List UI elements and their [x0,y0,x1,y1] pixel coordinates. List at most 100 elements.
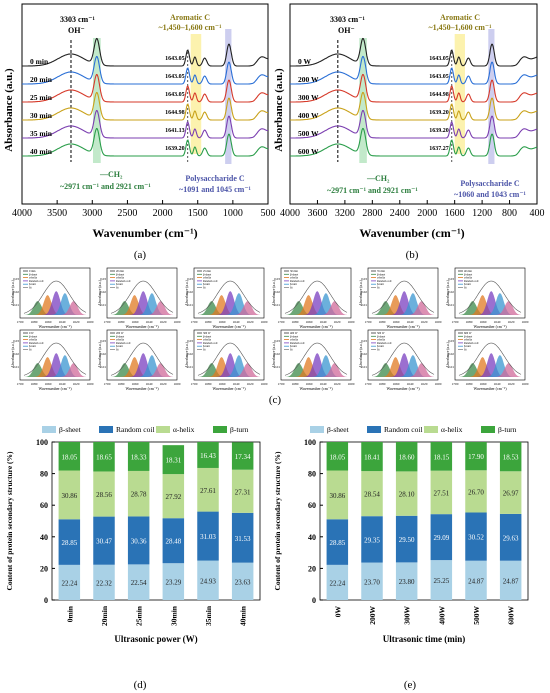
deconvolution-peak-fill [372,363,434,377]
deconvolution-peak-fill [285,363,347,377]
bar-segment-value: 23.63 [235,578,251,586]
mini-legend-label: α-helix [464,277,473,280]
x-tick-label: 1600 [445,208,465,219]
bar-segment-value: 27.31 [235,488,251,496]
ftir-spectrum-curve [22,127,269,157]
mini-legend-label: 200 W [116,332,124,335]
stacked-bar-segment [93,471,115,517]
deconvolution-panel-letter: (c) [269,394,282,406]
mini-plot-ylabel: Absorbance (a.u.) [446,341,450,367]
stacked-bar-segment [231,469,254,513]
mini-legend-label: Random coil [203,342,218,345]
y-tick-label: 100 [36,438,48,447]
mini-plot-xtick: 1640 [407,382,414,386]
x-category-label: 300W [403,606,412,625]
mini-legend-label: α-helix [116,277,125,280]
y-tick-label: 40 [40,533,48,542]
ftir-a-ch2-range: ~2971 cm⁻¹ and 2921 cm⁻¹ [60,182,151,191]
bar-y-axis-label: Content of protein secondary structure (… [5,451,14,591]
mini-legend-label: β-turn [203,345,210,348]
deconvolution-mini-plot: Absorbance (a.u.)0.03 0.02 0.01 1700 1680 166… [98,329,181,391]
mini-plot-xtick: 1680 [31,320,38,324]
bar-segment-value: 31.53 [235,535,251,543]
mini-plot-ytick: 0.02 [187,352,193,356]
deconvolution-peak-fill [24,291,86,315]
mini-plot-xtick: 1620 [73,320,80,324]
bar-segment-value: 29.50 [399,536,415,544]
mini-plot-ytick: 0.02 [448,290,454,294]
bar-segment-value: 18.60 [399,454,415,462]
spectrum-series-label: 200 W [298,75,319,84]
mini-plot-xtick: 1660 [480,320,487,324]
deconvolution-peak-fill [198,363,260,377]
mini-legend-label: β-turn [116,283,123,286]
ftir-panel-b: Absorbance (a.u.) Wavenumber (cm⁻¹) (b) … [273,3,545,261]
mini-legend-label: fit [290,287,293,290]
mini-plot-ytick: 0.03 [274,277,280,281]
stacked-bar-segment [197,511,219,561]
mini-plot-xtick: 1680 [118,382,125,386]
ftir-b-aromatic-range: ~1,450–1,600 cm⁻¹ [429,23,493,32]
x-category-label: 0min [65,605,74,622]
deconvolution-mini-plot: Absorbance (a.u.)0.03 0.02 0.01 1700 1680 166… [185,267,268,329]
mini-plot-xtick: 1640 [494,382,501,386]
mini-plot-xtick: 1600 [174,320,181,324]
deconvolution-envelope-curve [197,280,261,314]
stacked-bar-segment [361,562,383,600]
mini-plot-xtick: 1640 [320,382,327,386]
ftir-a-aromatic-title: Aromatic C [170,13,210,22]
mini-legend-label: β-sheet [29,335,37,338]
amide-peak-value: 1639.20 [165,146,185,152]
legend-label: β-turn [230,425,249,434]
bar-segment-value: 28.48 [165,538,181,546]
mini-plot-ytick: 0.02 [13,290,19,294]
deconvolution-mini-plot: Absorbance (a.u.)0.03 0.02 0.01 1700 1680 166… [359,267,442,329]
stacked-bar-segment [127,564,150,600]
stacked-bar-segment [430,514,453,561]
y-tick-label: 60 [40,501,48,510]
spectrum-series-label: 40 min [30,147,53,156]
mini-plot-xtick: 1700 [365,320,372,324]
x-tick-label: 3200 [335,208,355,219]
spectrum-series-label: 0 W [298,57,311,66]
mini-plot-xtick: 1660 [393,320,400,324]
stacked-bar-segment [197,560,219,600]
deconvolution-peak-fill [285,363,347,377]
y-tick-label: 40 [308,533,316,542]
amide-peak-value: 1641.13 [165,128,185,134]
bar-segment-value: 17.90 [468,453,484,461]
deconvolution-mini-plot: Absorbance (a.u.)0.03 0.02 0.01 1700 1680 166… [272,329,355,391]
mini-plot-xtick: 1700 [278,320,285,324]
mini-plot-xtick: 1680 [292,320,299,324]
bar-segment-value: 25.25 [433,577,449,585]
mini-plot-xtick: 1600 [435,320,442,324]
mini-plot-xtick: 1640 [59,320,66,324]
mini-plot-xtick: 1640 [407,320,414,324]
spectrum-series-label: 300 W [298,93,319,102]
mini-plot-xtick: 1680 [379,382,386,386]
spectrum-series-label: 30 min [30,111,53,120]
deconvolution-envelope-curve [284,342,348,376]
amide-peak-value: 1639.20 [429,110,449,116]
deconvolution-mini-plot: Absorbance (a.u.)0.03 0.02 0.01 1700 1680 166… [11,267,94,329]
bar-segment-value: 17.34 [235,453,251,461]
stacked-bar-segment [430,470,453,515]
deconvolution-envelope-curve [284,280,348,314]
bar-segment-value: 18.41 [364,454,380,462]
mini-legend-label: Random coil [116,342,131,345]
y-tick-label: 20 [40,564,48,573]
legend-swatch [481,426,495,433]
mini-legend-label: fit [203,349,206,352]
mini-plot-xtick: 1660 [393,382,400,386]
y-tick-label: 60 [308,501,316,510]
mini-plot-xtick: 1640 [494,320,501,324]
deconvolution-peak-fill [372,301,434,315]
mini-legend-label: β-sheet [116,335,124,338]
mini-plot-xlabel: Wavenumber (cm⁻¹) [212,324,246,329]
x-tick-label: 4000 [280,208,300,219]
mini-plot-xtick: 1620 [421,382,428,386]
mini-plot-ytick: 0.02 [361,290,367,294]
mini-plot-xtick: 1700 [191,320,198,324]
legend-swatch [310,426,324,433]
